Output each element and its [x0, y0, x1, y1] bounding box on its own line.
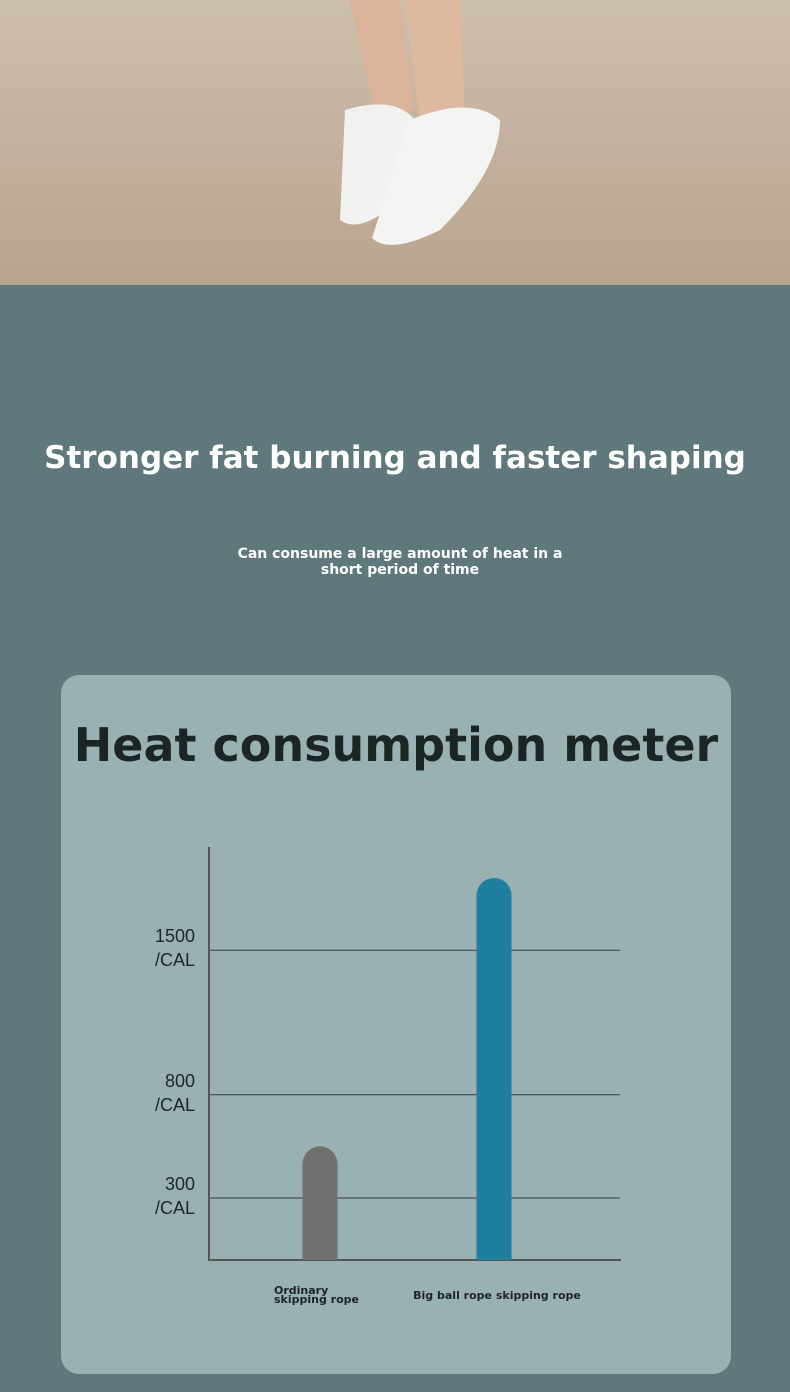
leg [350, 0, 415, 115]
y-tick-label: 1500 /CAL [154, 926, 195, 971]
chart-title: Heat consumption meter [73, 718, 719, 772]
chart-card [61, 675, 731, 1374]
bar [302, 1146, 338, 1260]
bar [476, 877, 512, 1260]
plot [208, 847, 621, 1261]
x-tick-label: Big ball rope skipping rope [413, 1289, 581, 1302]
subheadline: Can consume a large amount of heat in a … [237, 546, 563, 578]
headline: Stronger fat burning and faster shaping [44, 440, 746, 476]
x-tick-label: Ordinary skipping rope [274, 1284, 360, 1306]
leg [405, 0, 465, 125]
shoe [372, 107, 500, 245]
y-tick-label: 300 /CAL [154, 1174, 195, 1219]
y-tick-label: 800 /CAL [154, 1070, 195, 1115]
